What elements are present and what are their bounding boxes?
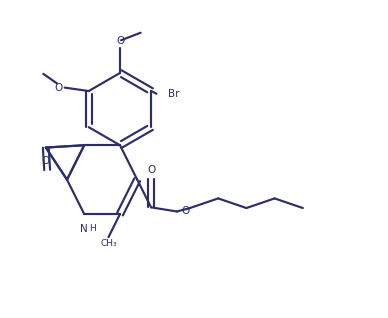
- Text: O: O: [116, 36, 124, 46]
- Text: O: O: [41, 156, 50, 166]
- Text: H: H: [90, 225, 96, 233]
- Text: CH₃: CH₃: [100, 239, 117, 248]
- Text: O: O: [147, 165, 155, 175]
- Text: O: O: [181, 206, 189, 216]
- Text: N: N: [80, 225, 87, 234]
- Text: Br: Br: [168, 89, 179, 100]
- Text: O: O: [54, 83, 62, 93]
